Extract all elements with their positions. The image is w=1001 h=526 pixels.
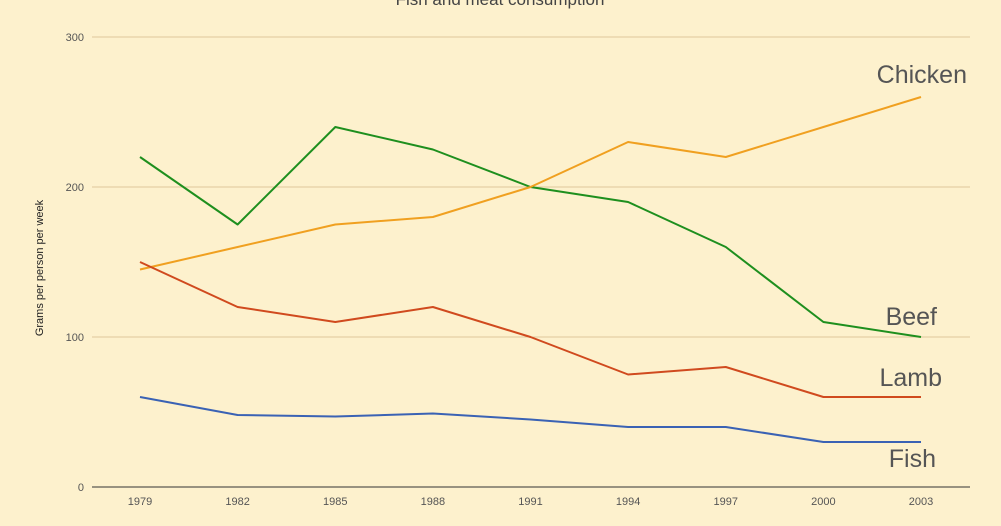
series-line-lamb (139, 261, 921, 398)
y-tick-label: 300 (66, 32, 84, 44)
y-tick-labels: 0 100 200 300 (66, 32, 84, 494)
series-label-chicken: Chicken (877, 61, 967, 89)
x-tick-label: 2000 (811, 496, 835, 508)
series-label-fish: Fish (889, 445, 936, 473)
series-line-fish (139, 396, 921, 443)
series-lines (139, 96, 922, 443)
series-label-beef: Beef (886, 303, 937, 331)
x-tick-label: 1985 (323, 496, 347, 508)
series-label-lamb: Lamb (879, 364, 942, 392)
x-tick-label: 2003 (909, 496, 933, 508)
x-tick-labels: 1979 1982 1985 1988 1991 1994 1997 2000 2003 (128, 496, 933, 508)
series-labels: Beef Chicken Lamb Fish (877, 61, 967, 473)
y-tick-label: 100 (66, 332, 84, 344)
y-tick-label: 0 (78, 482, 84, 494)
y-tick-label: 200 (66, 182, 84, 194)
x-tick-label: 1997 (714, 496, 738, 508)
x-tick-label: 1988 (421, 496, 445, 508)
x-tick-label: 1979 (128, 496, 152, 508)
x-tick-label: 1994 (616, 496, 640, 508)
chart-title: Fish and meat consumption (396, 0, 605, 9)
x-tick-label: 1982 (225, 496, 249, 508)
x-tick-label: 1991 (518, 496, 542, 508)
y-axis-label: Grams per person per week (34, 199, 46, 336)
series-line-chicken (139, 96, 922, 271)
series-line-beef (139, 126, 922, 338)
